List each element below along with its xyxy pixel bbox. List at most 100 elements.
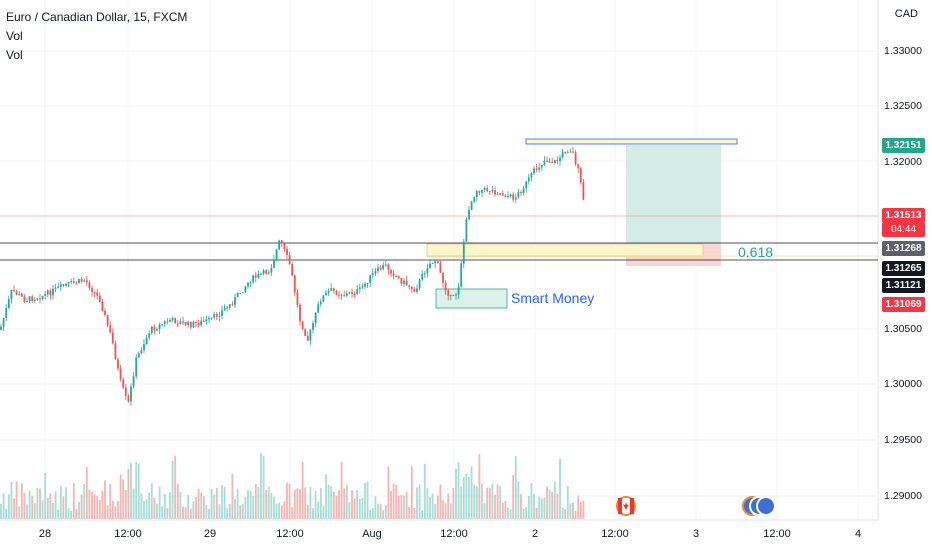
candle-body [70, 281, 73, 283]
candle-body [80, 278, 83, 282]
candle-body [494, 190, 496, 195]
candle-body [7, 299, 10, 309]
volume-bar [171, 460, 174, 519]
candle-body [390, 269, 392, 274]
candle-body [104, 310, 106, 315]
volume-bar [356, 489, 359, 519]
volume-bar [265, 489, 268, 519]
volume-bar [473, 484, 476, 519]
volume-indicator-label-2[interactable]: Vol [6, 48, 23, 62]
volume-bar [577, 495, 580, 519]
candle-body [582, 182, 585, 200]
volume-bar [540, 498, 543, 519]
candle-body [543, 160, 546, 165]
volume-bar [327, 484, 330, 519]
volume-bar [514, 456, 517, 519]
candle-body [239, 293, 242, 295]
candle-body [475, 191, 478, 198]
candle-body [395, 275, 398, 277]
candle-body [150, 326, 153, 334]
candle-body [559, 157, 561, 162]
volume-bar [184, 507, 187, 519]
volume-bar [301, 461, 304, 519]
volume-bar [494, 494, 496, 519]
candle-body [270, 267, 273, 273]
volume-bar [442, 499, 444, 519]
volume-bar [358, 498, 361, 519]
candle-body [512, 194, 515, 200]
candle-body [338, 294, 340, 296]
volume-bar [384, 505, 387, 519]
fib-label[interactable]: 0.618 [738, 244, 774, 260]
candle-body [59, 284, 62, 287]
candle-body [148, 333, 151, 338]
candle-body [431, 263, 434, 265]
volume-bar [543, 497, 546, 519]
candle-body [327, 290, 330, 293]
candle-body [283, 243, 286, 249]
candle-body [163, 321, 166, 325]
candle-body [176, 323, 179, 325]
canada-flag-icon[interactable] [616, 496, 636, 516]
volume-bar [488, 487, 491, 519]
volume-bar [226, 508, 229, 519]
candle-body [13, 290, 15, 292]
candle-body [535, 168, 538, 170]
candle-body [130, 386, 132, 402]
volume-bar [145, 499, 148, 519]
volume-bar [176, 483, 179, 519]
volume-bar [192, 501, 195, 519]
candle-body [488, 191, 491, 193]
candle-body [460, 263, 463, 287]
volume-bar [39, 488, 41, 519]
candle-body [351, 292, 353, 294]
volume-indicator-label[interactable]: Vol [6, 29, 23, 43]
volume-bar [46, 497, 49, 519]
candle-body [228, 304, 231, 308]
candle-body [153, 326, 156, 331]
smart-money-label[interactable]: Smart Money [511, 290, 595, 306]
candle-body [533, 168, 535, 174]
candle-body [98, 295, 101, 303]
candle-body [208, 317, 210, 320]
volume-bar [348, 502, 351, 519]
candle-body [171, 318, 174, 320]
candle-body [413, 289, 416, 292]
volume-bar [366, 481, 369, 519]
volume-bar [91, 491, 93, 519]
candle-body [442, 272, 444, 283]
event-stack-icon[interactable] [756, 496, 776, 516]
candle-body [44, 294, 47, 296]
candle-body [314, 312, 317, 324]
candle-body [382, 264, 385, 270]
volume-bar [434, 503, 437, 519]
volume-bar [65, 487, 67, 519]
volume-bar [572, 502, 574, 519]
candle-body [10, 290, 13, 300]
candle-body [31, 296, 34, 301]
volume-bar [330, 486, 333, 519]
candle-body [231, 304, 234, 306]
volume-bar [267, 486, 270, 519]
volume-bar [231, 473, 234, 519]
time-tick: Aug [362, 528, 382, 540]
candle-body [520, 192, 522, 194]
candle-body [465, 219, 468, 242]
volume-bar [109, 483, 112, 519]
candle-body [41, 295, 44, 300]
volume-bar [470, 466, 473, 519]
volume-bar [319, 488, 322, 519]
candle-body [278, 240, 281, 250]
volume-bar [44, 472, 47, 519]
volume-bar [413, 507, 416, 519]
symbol-title[interactable]: Euro / Canadian Dollar, 15, FXCM [6, 10, 188, 24]
volume-bar [322, 505, 325, 519]
volume-bar [132, 488, 135, 519]
volume-bar [213, 494, 216, 519]
volume-bar [530, 483, 533, 519]
candle-body [296, 292, 299, 305]
candle-body [137, 353, 140, 358]
volume-bar [517, 481, 520, 519]
candle-body [507, 196, 509, 198]
